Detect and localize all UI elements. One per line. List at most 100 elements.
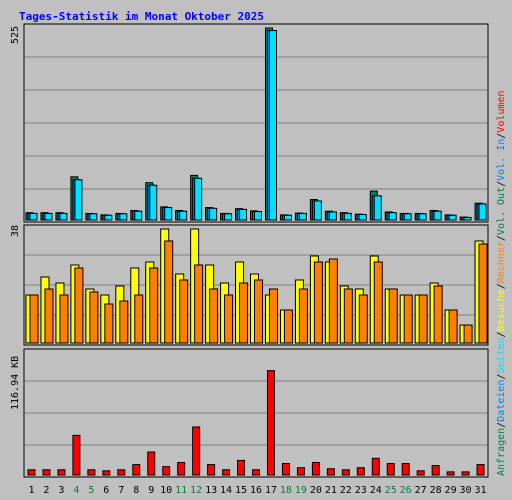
bar-pages <box>74 179 83 221</box>
x-tick-label: 7 <box>118 485 124 496</box>
bar-volume <box>476 464 485 476</box>
x-tick-label: 6 <box>103 485 109 496</box>
x-tick-label: 22 <box>340 485 352 496</box>
right-label-segment: Anfragen <box>496 428 507 476</box>
bar-volume <box>102 470 111 476</box>
x-tick-label: 27 <box>415 485 427 496</box>
bar-hosts <box>283 309 293 344</box>
right-legend-label: Anfragen/Dateien/Seiten/Besuche/Rechner/… <box>496 91 507 476</box>
bar-hosts <box>239 282 249 344</box>
bar-pages <box>29 212 38 221</box>
bar-volume <box>117 469 126 476</box>
bar-hosts <box>104 303 114 344</box>
x-tick-label: 14 <box>220 485 232 496</box>
bar-pages <box>44 212 53 221</box>
bar-pages <box>209 207 218 221</box>
bar-pages <box>254 211 263 221</box>
bar-pages <box>448 214 457 221</box>
bar-pages <box>463 216 472 221</box>
bar-volume <box>87 469 96 476</box>
bar-volume <box>57 469 66 476</box>
bar-hosts <box>164 240 174 344</box>
x-tick-label: 29 <box>445 485 457 496</box>
bar-hosts <box>29 294 39 344</box>
bar-hosts <box>448 309 458 344</box>
bar-pages <box>59 212 68 221</box>
x-tick-label: 20 <box>310 485 322 496</box>
x-tick-label: 16 <box>250 485 262 496</box>
bar-pages <box>313 200 322 221</box>
bar-volume <box>386 463 395 476</box>
bar-volume <box>446 471 455 476</box>
x-tick-label: 28 <box>430 485 442 496</box>
bar-volume <box>416 470 425 476</box>
x-tick-label: 10 <box>160 485 172 496</box>
right-label-segment: Rechner <box>496 241 507 283</box>
bar-volume <box>296 467 305 476</box>
bar-pages <box>283 214 292 221</box>
right-label-segment: / <box>496 181 507 187</box>
bar-hosts <box>343 288 353 344</box>
right-label-segment: Besuche <box>496 289 507 331</box>
bar-volume <box>461 471 470 476</box>
x-tick-label: 26 <box>400 485 412 496</box>
bar-pages <box>194 177 203 221</box>
x-tick-label: 4 <box>73 485 79 496</box>
bar-pages <box>403 213 412 221</box>
x-tick-label: 21 <box>325 485 337 496</box>
bar-hosts <box>119 300 129 344</box>
bar-pages <box>343 212 352 221</box>
bar-hosts <box>59 294 69 344</box>
bar-pages <box>179 210 188 221</box>
bar-volume <box>207 464 216 476</box>
bar-hosts <box>358 294 368 344</box>
y-max-label-bottom: 116.94 KB <box>10 356 21 410</box>
bar-hosts <box>328 258 338 344</box>
bar-hosts <box>194 264 204 344</box>
bar-hosts <box>463 324 473 344</box>
bar-volume <box>147 451 156 476</box>
x-tick-label: 1 <box>28 485 34 496</box>
bar-hosts <box>388 288 398 344</box>
x-tick-label: 9 <box>148 485 154 496</box>
bar-hosts <box>254 279 264 344</box>
bar-hosts <box>224 294 234 344</box>
bar-pages <box>418 213 427 221</box>
panel-volume <box>23 348 489 478</box>
bar-volume <box>326 468 335 476</box>
bar-pages <box>298 212 307 221</box>
bar-hosts <box>134 294 144 344</box>
bar-hosts <box>298 288 308 344</box>
right-label-segment: / <box>496 283 507 289</box>
bar-hosts <box>433 285 443 344</box>
right-label-segment: / <box>496 331 507 337</box>
bar-hosts <box>373 261 383 344</box>
bar-pages <box>239 208 248 221</box>
bar-pages <box>134 210 143 221</box>
bar-hosts <box>89 291 99 344</box>
bar-volume <box>341 469 350 476</box>
bar-hosts <box>74 267 84 344</box>
right-label-segment: / <box>496 374 507 380</box>
x-tick-label: 23 <box>355 485 367 496</box>
bar-hosts <box>268 288 278 344</box>
x-tick-label: 3 <box>58 485 64 496</box>
bar-volume <box>431 465 440 476</box>
bar-hosts <box>313 261 323 344</box>
bar-hosts <box>403 294 413 344</box>
bar-volume <box>177 461 186 476</box>
bar-pages <box>358 214 367 221</box>
bar-pages <box>268 30 277 221</box>
right-label-segment: / <box>496 235 507 241</box>
bar-volume <box>27 469 36 476</box>
bar-hosts <box>149 267 159 344</box>
right-label-segment: Vol. In <box>496 139 507 181</box>
x-tick-label: 12 <box>190 485 202 496</box>
x-tick-label: 8 <box>133 485 139 496</box>
bar-volume <box>371 457 380 476</box>
bar-pages <box>119 213 128 221</box>
bar-hosts <box>209 288 219 344</box>
bar-volume <box>266 370 275 476</box>
right-label-segment: Volumen <box>496 91 507 133</box>
bar-volume <box>311 461 320 476</box>
